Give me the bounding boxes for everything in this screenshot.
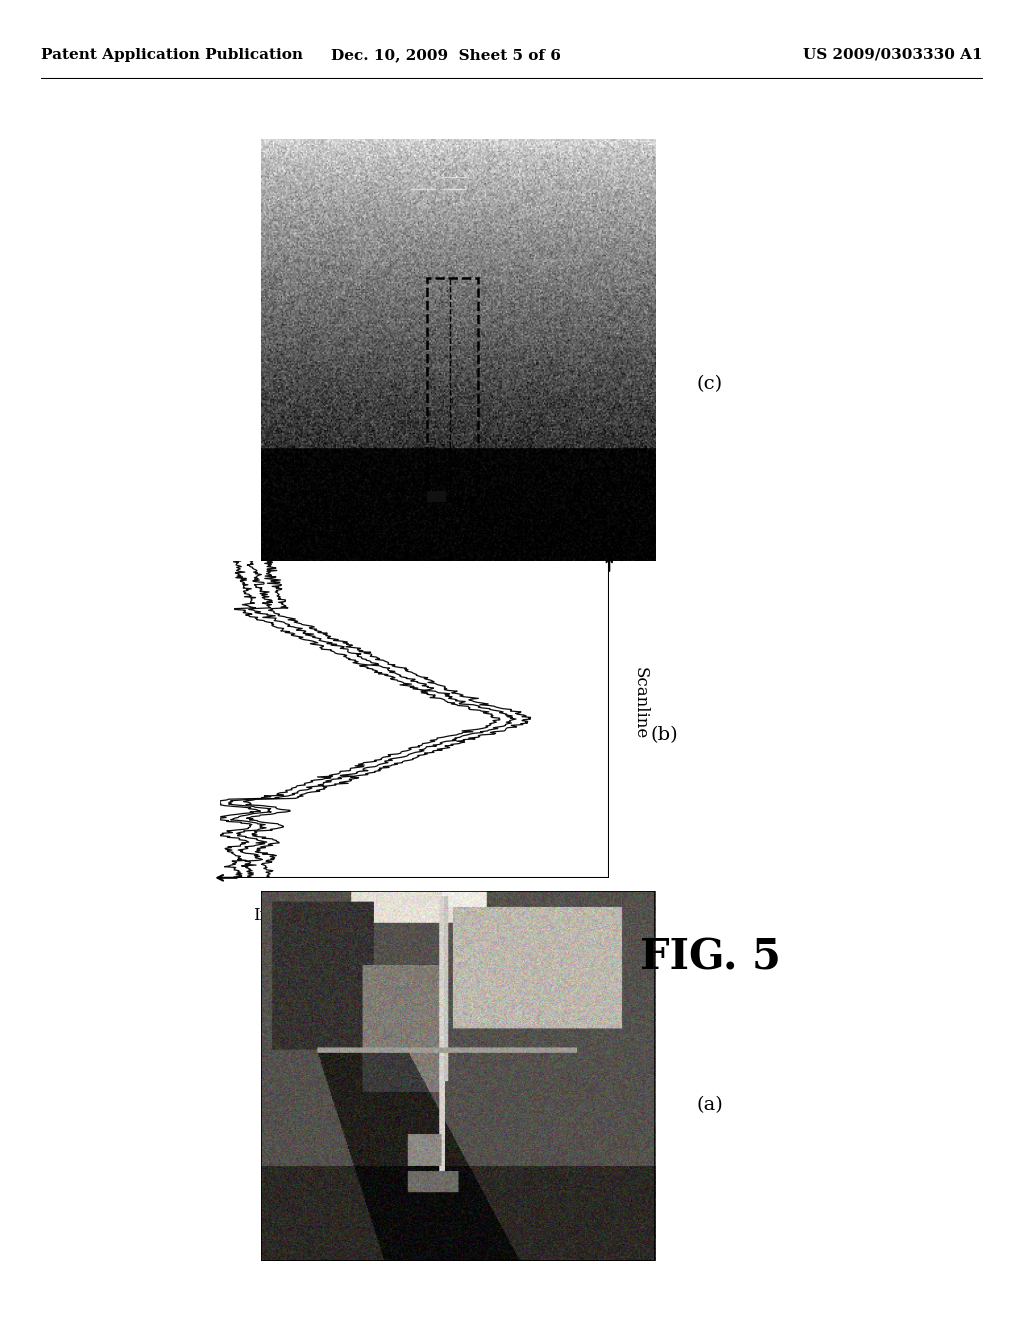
Text: (b): (b) [650,726,678,744]
Text: (c): (c) [696,375,723,392]
Text: FIG. 5: FIG. 5 [640,936,781,978]
Text: US 2009/0303330 A1: US 2009/0303330 A1 [804,48,983,62]
Text: Patent Application Publication: Patent Application Publication [41,48,303,62]
Text: (a): (a) [696,1097,723,1114]
Text: Dec. 10, 2009  Sheet 5 of 6: Dec. 10, 2009 Sheet 5 of 6 [331,48,561,62]
Text: Intensity: Intensity [253,907,328,924]
Bar [427,279,478,498]
Bar [427,491,446,502]
Text: Scanline: Scanline [632,668,649,739]
